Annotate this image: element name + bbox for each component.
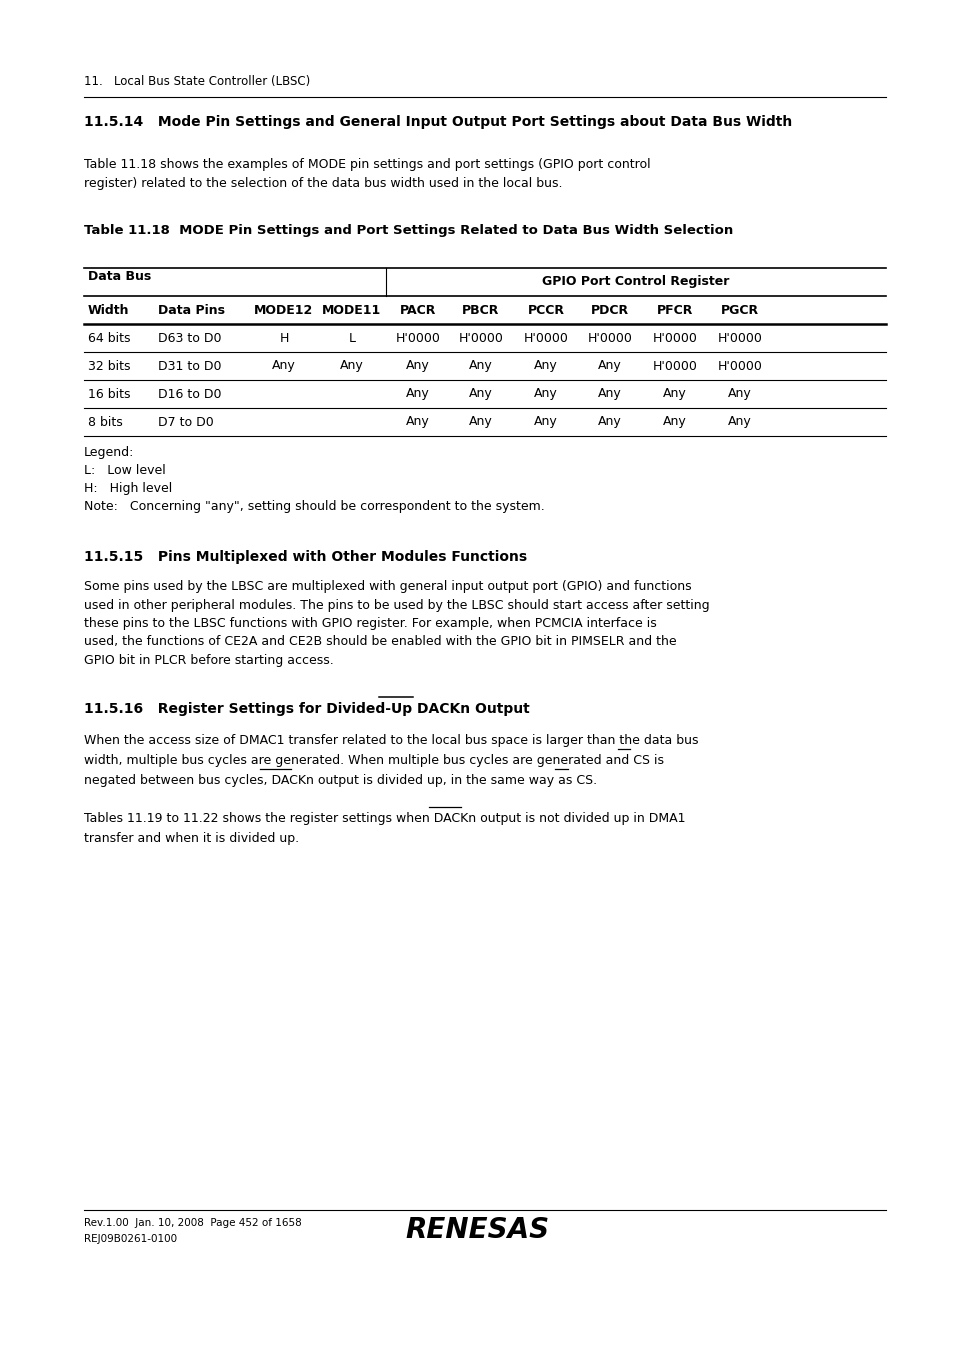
Text: PBCR: PBCR: [462, 304, 499, 316]
Text: D7 to D0: D7 to D0: [158, 416, 213, 428]
Text: Any: Any: [469, 416, 493, 428]
Text: Legend:: Legend:: [84, 446, 134, 459]
Text: Note:   Concerning "any", setting should be correspondent to the system.: Note: Concerning "any", setting should b…: [84, 500, 544, 513]
Text: negated between bus cycles, DACKn output is divided up, in the same way as CS.: negated between bus cycles, DACKn output…: [84, 774, 597, 787]
Text: PACR: PACR: [399, 304, 436, 316]
Text: Table 11.18 shows the examples of MODE pin settings and port settings (GPIO port: Table 11.18 shows the examples of MODE p…: [84, 158, 650, 189]
Text: MODE11: MODE11: [322, 304, 381, 316]
Text: 16 bits: 16 bits: [88, 387, 131, 401]
Text: H'0000: H'0000: [652, 332, 697, 344]
Text: MODE12: MODE12: [254, 304, 314, 316]
Text: 11.   Local Bus State Controller (LBSC): 11. Local Bus State Controller (LBSC): [84, 76, 310, 88]
Text: H'0000: H'0000: [458, 332, 503, 344]
Text: When the access size of DMAC1 transfer related to the local bus space is larger : When the access size of DMAC1 transfer r…: [84, 734, 698, 747]
Text: H'0000: H'0000: [523, 332, 568, 344]
Text: PFCR: PFCR: [656, 304, 693, 316]
Text: GPIO Port Control Register: GPIO Port Control Register: [541, 275, 729, 289]
Text: Any: Any: [727, 387, 751, 401]
Text: 32 bits: 32 bits: [88, 359, 131, 373]
Text: Any: Any: [406, 416, 430, 428]
Text: Any: Any: [662, 416, 686, 428]
Text: Any: Any: [469, 359, 493, 373]
Text: D63 to D0: D63 to D0: [158, 332, 221, 344]
Text: H: H: [279, 332, 289, 344]
Text: Any: Any: [469, 387, 493, 401]
Text: Tables 11.19 to 11.22 shows the register settings when DACKn output is not divid: Tables 11.19 to 11.22 shows the register…: [84, 811, 685, 825]
Text: Table 11.18  MODE Pin Settings and Port Settings Related to Data Bus Width Selec: Table 11.18 MODE Pin Settings and Port S…: [84, 224, 733, 238]
Text: Data Pins: Data Pins: [158, 304, 225, 316]
Text: H'0000: H'0000: [717, 332, 761, 344]
Text: PGCR: PGCR: [720, 304, 759, 316]
Text: RENESAS: RENESAS: [404, 1216, 549, 1243]
Text: L: L: [348, 332, 355, 344]
Text: Any: Any: [272, 359, 295, 373]
Text: D31 to D0: D31 to D0: [158, 359, 221, 373]
Text: H'0000: H'0000: [652, 359, 697, 373]
Text: Width: Width: [88, 304, 130, 316]
Text: Any: Any: [534, 359, 558, 373]
Text: H'0000: H'0000: [587, 332, 632, 344]
Text: 11.5.16   Register Settings for Divided-Up DACKn Output: 11.5.16 Register Settings for Divided-Up…: [84, 702, 529, 716]
Text: Any: Any: [662, 387, 686, 401]
Text: Any: Any: [598, 359, 621, 373]
Text: Any: Any: [534, 416, 558, 428]
Text: Any: Any: [598, 416, 621, 428]
Text: 11.5.14   Mode Pin Settings and General Input Output Port Settings about Data Bu: 11.5.14 Mode Pin Settings and General In…: [84, 115, 791, 130]
Text: REJ09B0261-0100: REJ09B0261-0100: [84, 1234, 177, 1243]
Text: PDCR: PDCR: [590, 304, 628, 316]
Text: Rev.1.00  Jan. 10, 2008  Page 452 of 1658: Rev.1.00 Jan. 10, 2008 Page 452 of 1658: [84, 1218, 301, 1228]
Text: Some pins used by the LBSC are multiplexed with general input output port (GPIO): Some pins used by the LBSC are multiplex…: [84, 580, 709, 667]
Text: 8 bits: 8 bits: [88, 416, 123, 428]
Text: 11.5.15   Pins Multiplexed with Other Modules Functions: 11.5.15 Pins Multiplexed with Other Modu…: [84, 549, 527, 564]
Text: H'0000: H'0000: [395, 332, 440, 344]
Text: L:   Low level: L: Low level: [84, 464, 166, 477]
Text: Any: Any: [340, 359, 363, 373]
Text: Any: Any: [534, 387, 558, 401]
Text: H'0000: H'0000: [717, 359, 761, 373]
Text: Any: Any: [406, 387, 430, 401]
Text: Any: Any: [727, 416, 751, 428]
Text: Data Bus: Data Bus: [88, 270, 152, 284]
Text: H:   High level: H: High level: [84, 482, 172, 495]
Text: PCCR: PCCR: [527, 304, 564, 316]
Text: Any: Any: [406, 359, 430, 373]
Text: Any: Any: [598, 387, 621, 401]
Text: D16 to D0: D16 to D0: [158, 387, 221, 401]
Text: transfer and when it is divided up.: transfer and when it is divided up.: [84, 832, 299, 845]
Text: width, multiple bus cycles are generated. When multiple bus cycles are generated: width, multiple bus cycles are generated…: [84, 755, 663, 767]
Text: 64 bits: 64 bits: [88, 332, 131, 344]
